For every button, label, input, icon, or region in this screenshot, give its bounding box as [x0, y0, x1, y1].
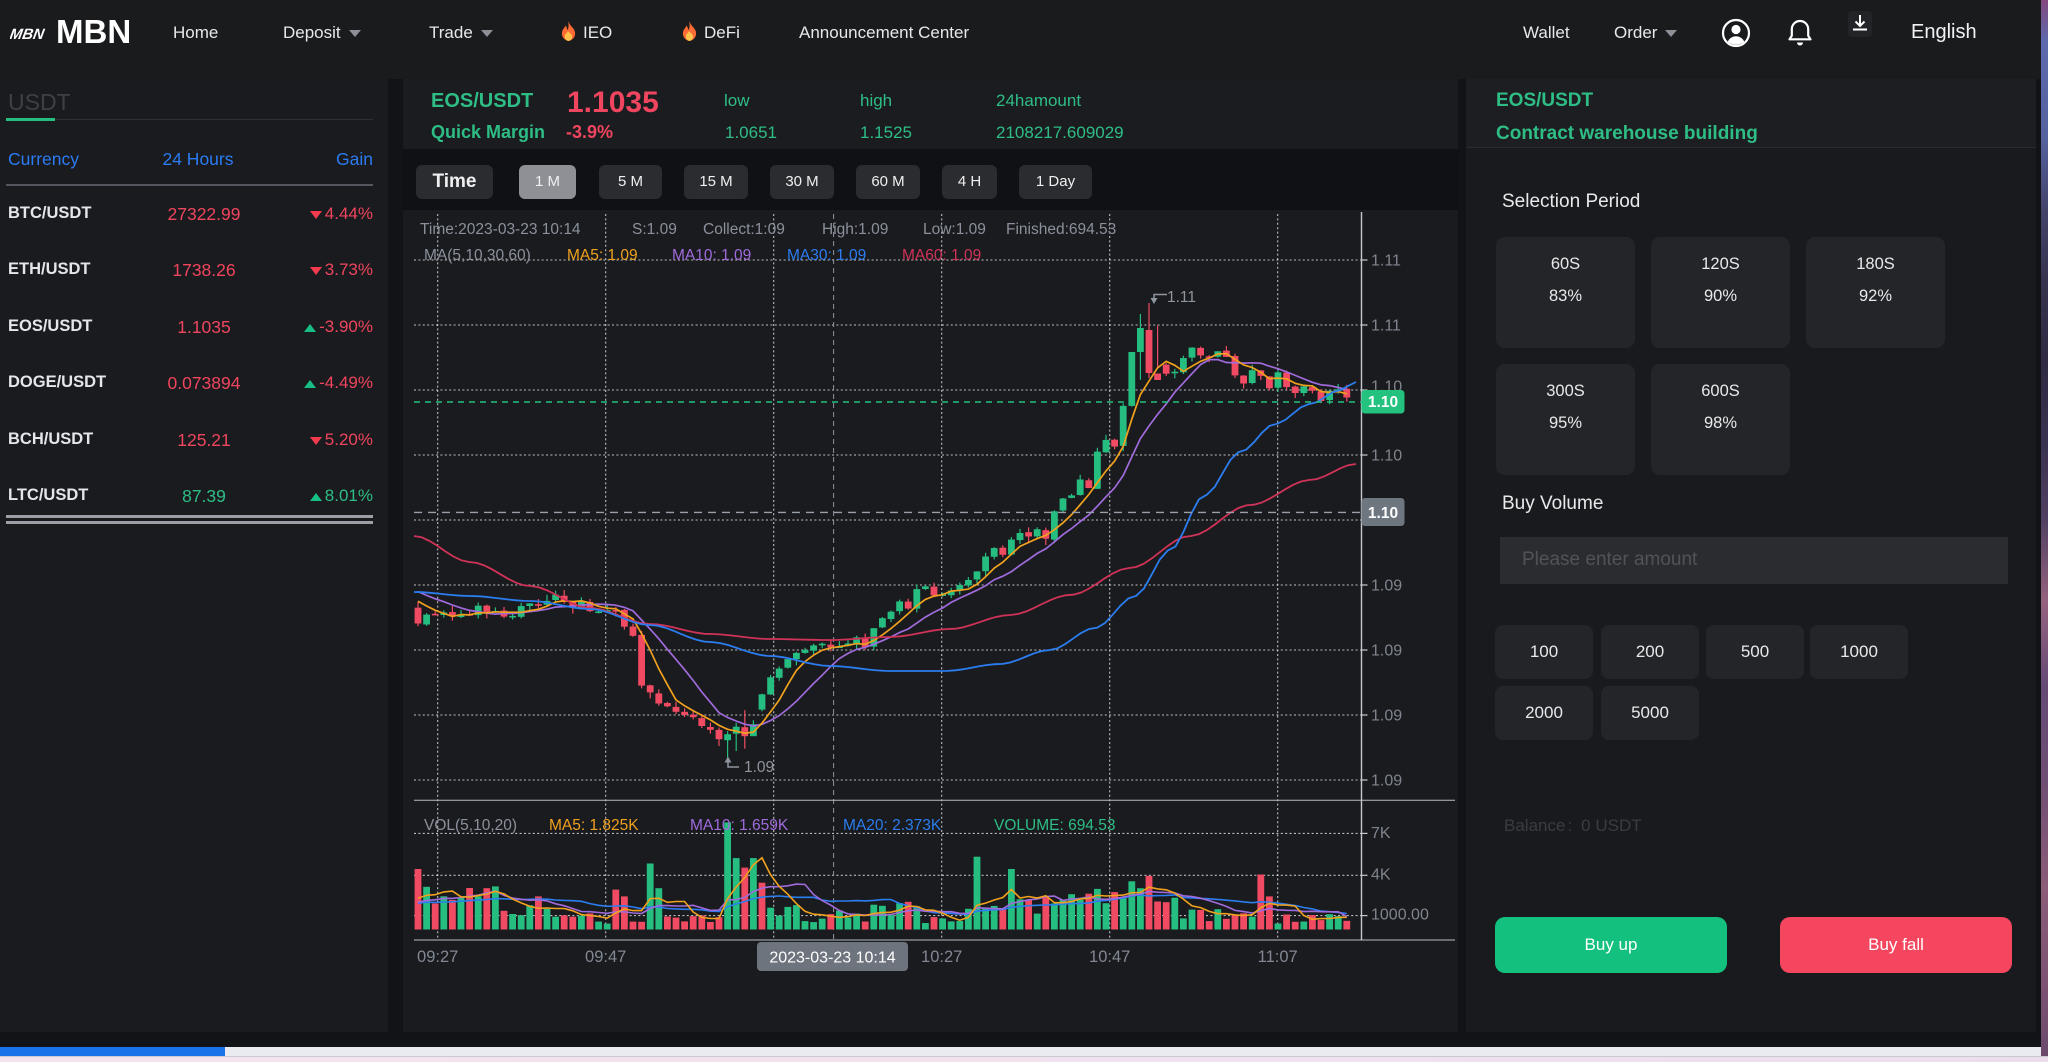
svg-text:MA60: 1.09: MA60: 1.09 — [902, 247, 981, 264]
svg-text:MA5: 1.09: MA5: 1.09 — [567, 247, 638, 264]
svg-text:2023-03-23 10:14: 2023-03-23 10:14 — [769, 950, 895, 967]
svg-text:1.10: 1.10 — [1371, 448, 1402, 465]
svg-text:10:47: 10:47 — [1089, 948, 1130, 966]
svg-text:1.11: 1.11 — [1371, 253, 1401, 270]
svg-text:VOLUME: 694.53: VOLUME: 694.53 — [994, 817, 1115, 834]
svg-text:1.09: 1.09 — [1371, 773, 1402, 790]
svg-text:High:1.09: High:1.09 — [822, 221, 888, 238]
svg-text:09:27: 09:27 — [417, 948, 458, 966]
svg-text:MA5: 1.825K: MA5: 1.825K — [549, 817, 639, 834]
svg-text:4K: 4K — [1371, 867, 1391, 884]
svg-text:09:47: 09:47 — [585, 948, 626, 966]
svg-text:1.09: 1.09 — [1371, 578, 1402, 595]
svg-text:1.10: 1.10 — [1368, 505, 1398, 522]
svg-text:MA10: 1.09: MA10: 1.09 — [672, 247, 751, 264]
svg-text:Finished:694.53: Finished:694.53 — [1006, 221, 1116, 238]
svg-text:1000.00: 1000.00 — [1371, 907, 1429, 924]
svg-text:1.09: 1.09 — [1371, 643, 1402, 660]
svg-text:1.11: 1.11 — [1167, 289, 1196, 306]
svg-text:S:1.09: S:1.09 — [632, 221, 677, 238]
svg-text:MBN: MBN — [10, 26, 47, 43]
svg-text:1.11: 1.11 — [1371, 318, 1401, 335]
svg-text:VOL(5,10,20): VOL(5,10,20) — [424, 817, 517, 834]
svg-text:11:07: 11:07 — [1258, 948, 1298, 966]
svg-text:Low:1.09: Low:1.09 — [923, 221, 986, 238]
svg-text:1.09: 1.09 — [1371, 708, 1402, 725]
svg-text:MA(5,10,30,60): MA(5,10,30,60) — [424, 247, 531, 264]
svg-text:Collect:1:09: Collect:1:09 — [703, 221, 785, 238]
svg-text:7K: 7K — [1371, 825, 1391, 842]
svg-text:1.10: 1.10 — [1368, 394, 1398, 411]
svg-text:10:27: 10:27 — [921, 948, 962, 966]
svg-text:1.09: 1.09 — [744, 759, 774, 776]
svg-text:MA30: 1.09: MA30: 1.09 — [787, 247, 866, 264]
svg-text:MA10: 1.659K: MA10: 1.659K — [690, 817, 789, 834]
svg-text:MA20: 2.373K: MA20: 2.373K — [843, 817, 942, 834]
svg-text:Time:2023-03-23 10:14: Time:2023-03-23 10:14 — [420, 221, 581, 238]
